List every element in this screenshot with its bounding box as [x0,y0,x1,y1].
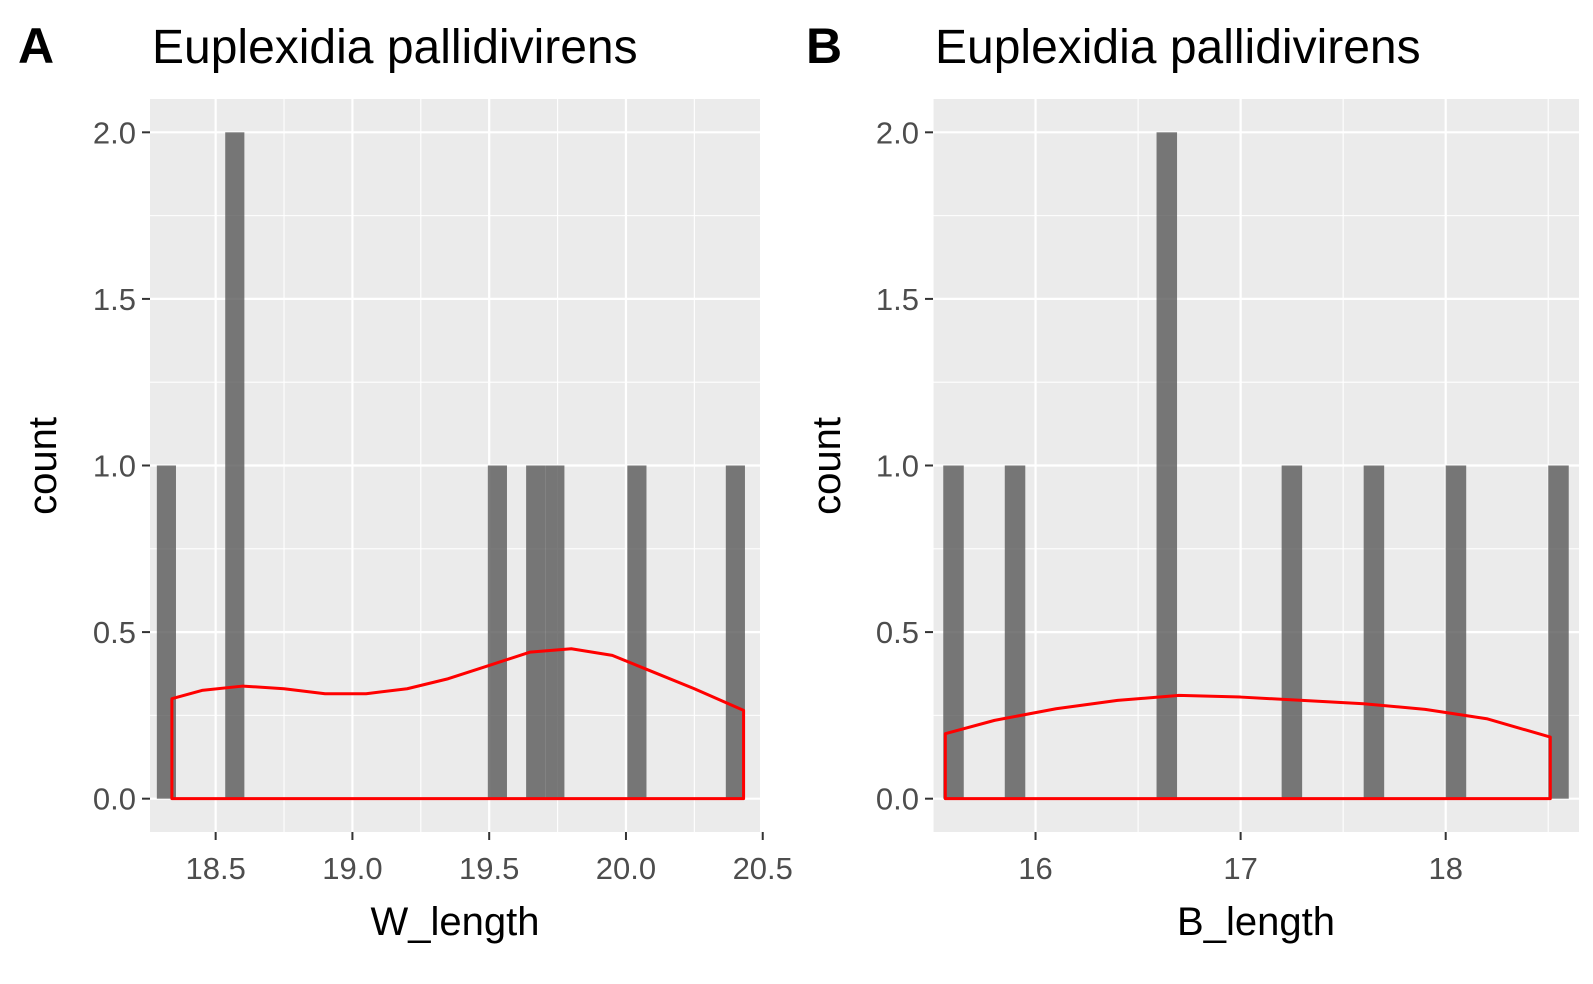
panel-a: A Euplexidia pallidivirens 18.5 19.0 19.5 2… [18,18,793,944]
y-axis-title: count [805,417,849,515]
x-tick-label: 19.0 [322,851,382,886]
density-curve [170,647,746,801]
x-axis-ticks: 16 17 18 [1018,832,1463,886]
y-tick-label: 0.5 [876,615,919,650]
x-axis-title: B_length [1177,900,1335,944]
y-axis-ticks: 0.0 0.5 1.0 1.5 2.0 [93,115,150,817]
y-tick-label: 1.5 [93,282,136,317]
y-axis-ticks: 0.0 0.5 1.0 1.5 2.0 [876,115,933,817]
x-axis-title: W_length [371,900,540,944]
histogram-bar [487,465,507,799]
density-curve-group [170,647,746,801]
panel-b: B Euplexidia pallidivirens 16 17 18 0.0 0.5… [805,18,1579,944]
histogram-bar [725,465,745,799]
y-tick-label: 0.0 [876,782,919,817]
y-tick-label: 2.0 [876,115,919,150]
y-tick-label: 1.5 [876,282,919,317]
x-tick-label: 20.5 [733,851,793,886]
histogram-bar [627,465,647,799]
x-axis-ticks: 18.5 19.0 19.5 20.0 20.5 [185,832,793,886]
histogram-bar [225,132,245,799]
y-tick-label: 0.0 [93,782,136,817]
x-tick-label: 18.5 [185,851,245,886]
histogram-bar [526,465,546,799]
y-tick-label: 0.5 [93,615,136,650]
y-tick-label: 2.0 [93,115,136,150]
x-tick-label: 19.5 [459,851,519,886]
x-tick-label: 20.0 [596,851,656,886]
y-axis-title: count [21,417,65,515]
histogram-bar [943,465,964,799]
histogram-bars [156,132,745,799]
panel-title: Euplexidia pallidivirens [935,21,1421,74]
histogram-bar [545,465,565,799]
panel-tag: B [806,18,842,74]
histogram-bar [1156,132,1178,799]
histogram-bar [1281,465,1303,799]
y-tick-label: 1.0 [93,449,136,484]
panel-title: Euplexidia pallidivirens [152,21,638,74]
histogram-bar [1548,465,1569,799]
panel-tag: A [18,18,54,74]
x-tick-label: 17 [1223,851,1257,886]
x-tick-label: 18 [1428,851,1462,886]
density-curve [943,693,1552,801]
x-tick-label: 16 [1018,851,1052,886]
histogram-bar [1363,465,1385,799]
y-tick-label: 1.0 [876,449,919,484]
histogram-bar [1004,465,1026,799]
histogram-bar [1445,465,1467,799]
density-curve-group [943,693,1552,801]
